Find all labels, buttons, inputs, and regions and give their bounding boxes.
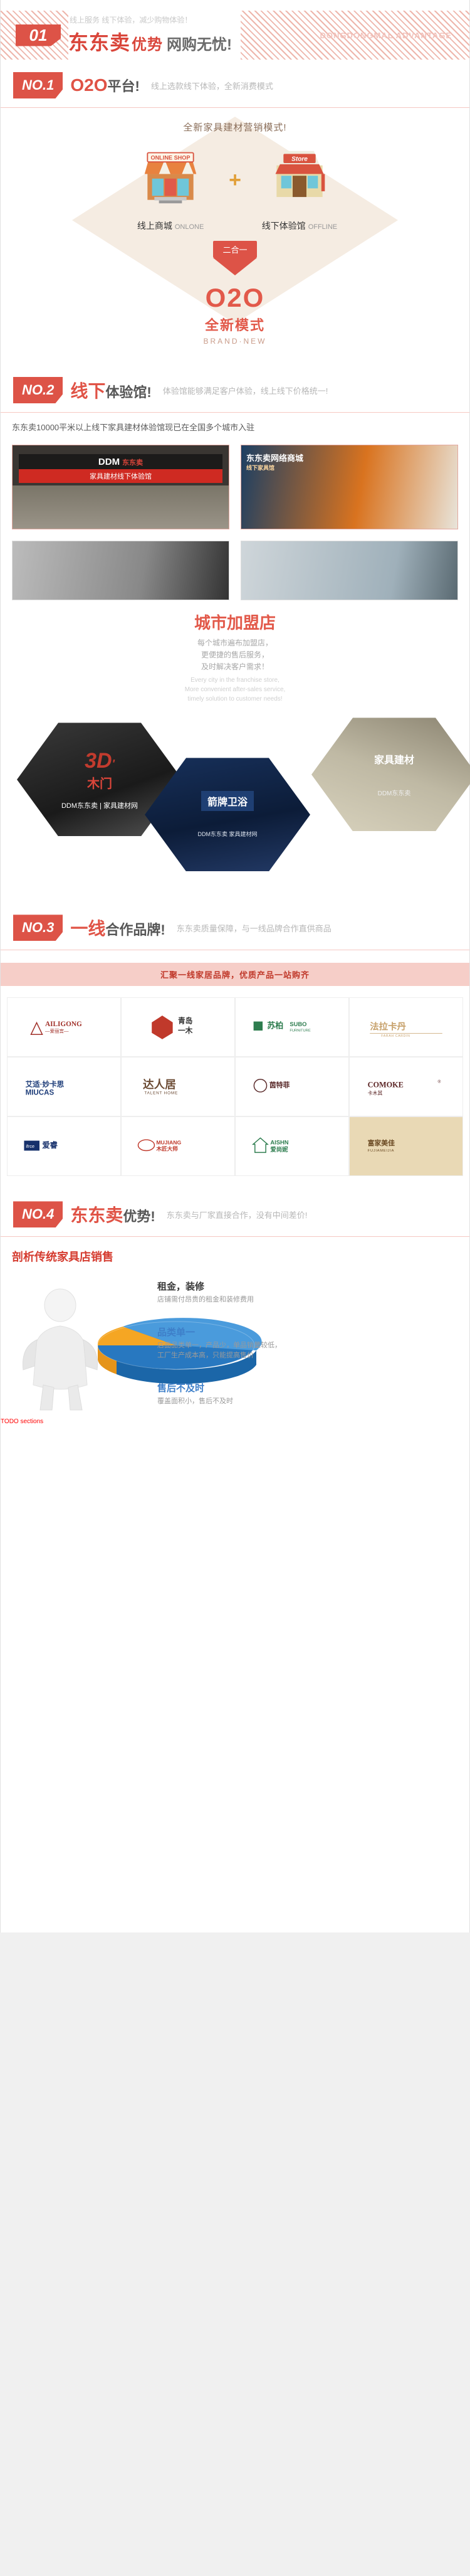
svg-text:爱尚妮: 爱尚妮 — [270, 1146, 288, 1153]
svg-text:ifrce: ifrce — [26, 1143, 34, 1149]
svg-text:茵特菲: 茵特菲 — [269, 1081, 290, 1089]
svg-text:木匠大师: 木匠大师 — [155, 1145, 178, 1152]
svg-text:法拉卡丹: 法拉卡丹 — [370, 1020, 406, 1032]
svg-text:MIUCAS: MIUCAS — [26, 1089, 55, 1096]
svg-text:—爱丽宫—: —爱丽宫— — [45, 1027, 69, 1034]
svg-text:ONLINE SHOP: ONLINE SHOP — [151, 155, 191, 161]
svg-text:爱睿: 爱睿 — [42, 1140, 58, 1150]
svg-text:青岛: 青岛 — [178, 1017, 192, 1026]
svg-text:艾适·妙卡思: 艾适·妙卡思 — [26, 1079, 65, 1088]
svg-text:富家美佳: 富家美佳 — [368, 1138, 395, 1147]
svg-text:TALENT HOME: TALENT HOME — [144, 1091, 178, 1095]
svg-text:达人居: 达人居 — [143, 1078, 176, 1091]
svg-text:AILIGONG: AILIGONG — [45, 1020, 82, 1028]
svg-text:®: ® — [438, 1079, 441, 1084]
svg-text:苏柏: 苏柏 — [267, 1020, 283, 1030]
svg-text:FURNITURE: FURNITURE — [290, 1029, 310, 1032]
svg-text:MUJIANG: MUJIANG — [156, 1139, 181, 1145]
svg-text:FUJIAMEIJIA: FUJIAMEIJIA — [368, 1149, 395, 1153]
svg-text:AISHN: AISHN — [270, 1139, 288, 1145]
svg-text:Store: Store — [291, 156, 308, 162]
svg-text:FARAH CARDIN: FARAH CARDIN — [381, 1034, 410, 1038]
svg-text:卡木其: 卡木其 — [368, 1089, 383, 1096]
svg-text:SUBO: SUBO — [290, 1021, 306, 1027]
svg-text:COMOKE: COMOKE — [368, 1081, 404, 1089]
svg-text:一木: 一木 — [178, 1026, 193, 1035]
